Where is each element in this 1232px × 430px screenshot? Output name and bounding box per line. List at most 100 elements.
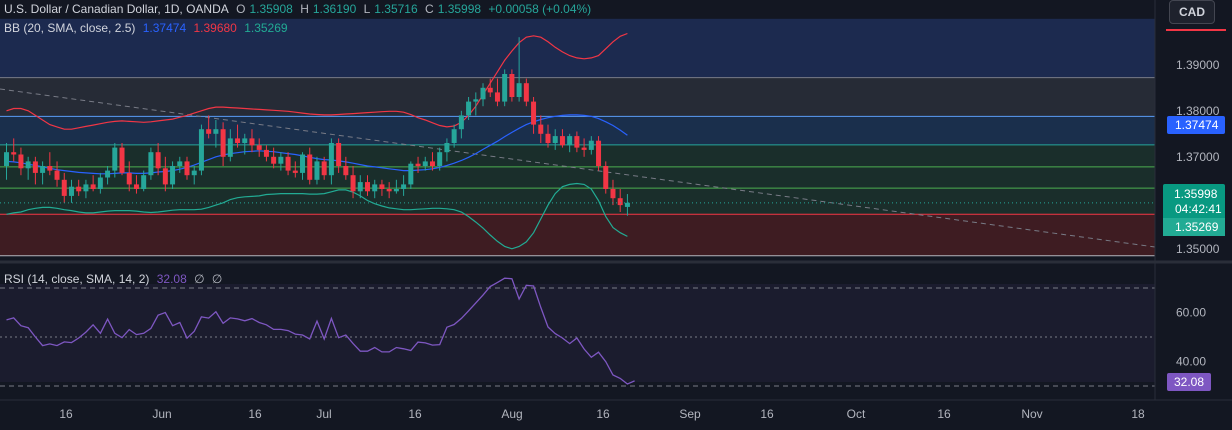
price-tick-label: 1.35000 (1176, 242, 1220, 256)
rsi-label[interactable]: RSI (14, close, SMA, 14, 2) (4, 272, 150, 286)
candle-body (220, 129, 226, 157)
candle-body (126, 172, 132, 185)
candle-body (624, 202, 630, 207)
change-value: +0.00058 (+0.04%) (488, 2, 592, 16)
candle-body (235, 138, 241, 143)
candle-body (559, 136, 565, 146)
candle-body (133, 184, 139, 189)
candle-body (365, 182, 370, 192)
bb-upper-line (6, 32, 628, 130)
candle-body (184, 161, 190, 176)
candle-body (444, 143, 450, 153)
candle-body (90, 184, 96, 189)
zone-band-4 (0, 214, 1155, 256)
candle-body (256, 145, 262, 150)
candle-body (32, 161, 38, 173)
rsi-tick-label: 40.00 (1176, 355, 1206, 369)
candle-body (574, 136, 580, 148)
candle-body (328, 143, 334, 176)
last-price-label: 1.35998 (1174, 187, 1218, 201)
candle-body (617, 198, 623, 206)
candle-body (112, 147, 118, 171)
candle-body (552, 136, 558, 143)
candle-body (76, 186, 82, 192)
candle-body (473, 99, 479, 102)
candle-body (393, 189, 399, 192)
bb-legend: BB (20, SMA, close, 2.5) 1.37474 1.39680… (4, 21, 292, 35)
candle-body (415, 163, 421, 166)
time-tick-label: 18 (1131, 407, 1145, 421)
candle-body (47, 166, 53, 171)
candle-body (538, 124, 544, 134)
candle-body (350, 175, 356, 192)
candle-body (68, 186, 74, 196)
close-value: 1.35998 (437, 2, 482, 16)
candle-body (429, 161, 435, 166)
close-label: C (425, 2, 434, 16)
candle-body (11, 152, 17, 155)
candle-body (321, 161, 327, 176)
candle-body (61, 179, 67, 196)
rsi-legend: RSI (14, close, SMA, 14, 2) 32.08 ∅ ∅ (4, 272, 226, 286)
candle-body (487, 87, 493, 93)
candle-body (105, 170, 111, 178)
candle-body (285, 156, 291, 171)
candle-body (54, 170, 60, 180)
bb-basis-value: 1.37474 (142, 21, 187, 35)
candle-body (610, 189, 616, 199)
candle-body (278, 156, 284, 164)
time-tick-label: 16 (596, 407, 610, 421)
candle-body (357, 182, 363, 192)
bb-label[interactable]: BB (20, SMA, close, 2.5) (4, 21, 136, 35)
zone-band-1 (0, 77, 1155, 117)
bb-lower-value: 1.35269 (244, 21, 288, 35)
time-tick-label: Jun (152, 407, 171, 421)
candle-body (25, 161, 31, 169)
bb-lower-line (6, 182, 628, 250)
candle-body (588, 140, 594, 150)
high-label: H (300, 2, 309, 16)
candle-body (292, 170, 298, 173)
candle-body (271, 156, 277, 164)
price-tick-label: 1.38000 (1176, 104, 1220, 118)
candle-body (596, 140, 602, 166)
bb-upper-value: 1.39680 (193, 21, 237, 35)
candle-body (523, 83, 529, 102)
candle-body (531, 101, 537, 125)
candle-body (451, 129, 457, 143)
candle-body (422, 161, 428, 166)
low-value: 1.35716 (374, 2, 418, 16)
candle-body (502, 74, 508, 102)
lower-band-label: 1.35269 (1175, 220, 1219, 234)
low-label: L (363, 2, 371, 16)
price-tick-label: 1.37000 (1176, 150, 1220, 164)
open-value: 1.35908 (249, 2, 293, 16)
candle-body (386, 189, 392, 192)
candle-body (379, 184, 385, 189)
time-tick-label: 16 (937, 407, 951, 421)
candle-body (141, 175, 147, 189)
candle-body (300, 154, 306, 173)
candle-body (516, 83, 522, 97)
candle-body (18, 154, 24, 169)
candle-body (567, 136, 573, 146)
candle-body (227, 138, 233, 157)
basis-price-label: 1.37474 (1175, 118, 1219, 132)
time-tick-label: Jul (316, 407, 331, 421)
candle-body (466, 101, 472, 116)
high-value: 1.36190 (312, 2, 357, 16)
symbol-title[interactable]: U.S. Dollar / Canadian Dollar, 1D, OANDA (4, 2, 229, 16)
candle-body (307, 154, 313, 180)
candle-body (437, 152, 443, 166)
candle-body (494, 92, 500, 102)
candle-body (372, 184, 378, 192)
currency-button[interactable]: CAD (1169, 0, 1215, 24)
rsi-value-tag (1167, 373, 1211, 391)
rsi-line (6, 277, 635, 385)
candle-body (545, 133, 551, 143)
time-tick-label: Aug (501, 407, 522, 421)
candle-body (401, 184, 407, 189)
basis-price-tag (1167, 116, 1225, 134)
candle-body (83, 184, 89, 192)
